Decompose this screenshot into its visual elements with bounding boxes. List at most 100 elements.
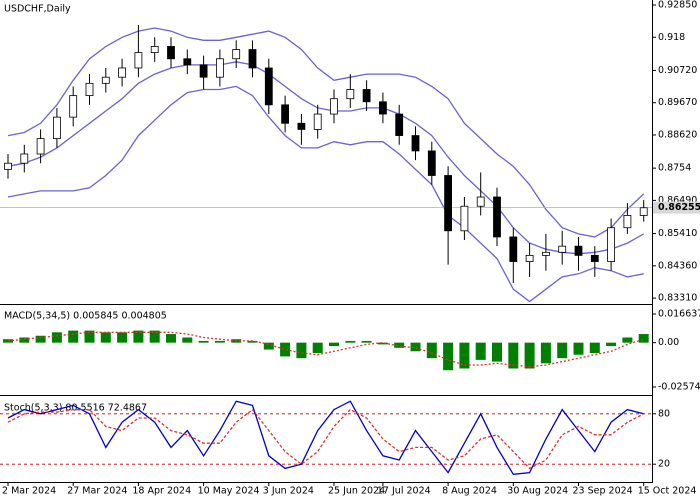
macd-bar [459, 342, 470, 369]
y-tick-label: 0.83310 [658, 293, 697, 304]
macd-bar [84, 330, 95, 343]
macd-bar [606, 342, 617, 347]
y-tick-label: 0.8754 [658, 163, 691, 174]
x-tick-label: 15 Oct 2024 [638, 486, 697, 497]
last-price-label: 0.86255 [658, 202, 700, 213]
macd-bar [35, 335, 46, 343]
candle-body [427, 150, 436, 176]
macd-bar [557, 342, 568, 359]
x-tick-label: 8 Aug 2024 [442, 486, 497, 497]
macd-bar [622, 337, 633, 343]
y-tick-label: 0.92850 [658, 0, 697, 10]
candle-body [623, 215, 632, 229]
macd-bar [182, 337, 193, 343]
candle-body [134, 52, 143, 69]
candle-body [444, 175, 453, 232]
macd-bar [377, 342, 388, 345]
candle-body [411, 135, 420, 152]
macd-bar [475, 342, 486, 360]
x-tick-label: 17 Jul 2024 [377, 486, 431, 497]
candle-body [281, 104, 290, 124]
macd-bar [394, 342, 405, 348]
macd-bar [345, 340, 356, 343]
candle-body [607, 227, 615, 262]
candle-body [248, 49, 257, 69]
y-tick-label: 0.88620 [658, 129, 697, 140]
bollinger-band [7, 27, 645, 238]
macd-bar [100, 332, 111, 343]
bollinger-band [7, 85, 644, 303]
x-tick-label: 18 Apr 2024 [132, 486, 191, 497]
y-tick-label: 0.918 [658, 32, 685, 43]
candle-body [4, 162, 12, 170]
y-tick-label: 0.016637 [658, 308, 700, 319]
macd-bar [329, 342, 339, 347]
candle-body [509, 236, 518, 262]
x-tick-label: 3 Jun 2024 [263, 486, 314, 497]
candle-body [215, 58, 224, 78]
macd-bar [312, 342, 323, 353]
candle-body [183, 58, 192, 66]
macd-bar [19, 337, 30, 343]
macd-bar [508, 342, 519, 369]
candle-body [69, 95, 78, 118]
macd-bar [540, 342, 551, 364]
macd-bar [3, 339, 13, 343]
candle-body [558, 245, 567, 253]
candle-body [574, 245, 583, 256]
candle-body [378, 101, 387, 115]
candle-body [118, 67, 126, 78]
candle-body [590, 254, 599, 262]
macd-bar [589, 342, 600, 353]
candle-body [346, 89, 355, 100]
y-tick-label: 0.89670 [658, 97, 697, 108]
x-tick-label: 30 Aug 2024 [507, 486, 568, 497]
y-tick-label: 80 [658, 408, 670, 419]
bollinger-band [7, 61, 645, 255]
macd-signal [7, 331, 644, 368]
candle-body [493, 196, 501, 238]
macd-title: MACD(5,34,5) 0.005845 0.004805 [4, 311, 167, 322]
y-tick-label: 0.90720 [658, 65, 697, 76]
macd-bar [68, 330, 79, 343]
candle-body [313, 113, 322, 130]
candle-body [639, 207, 648, 216]
candle-body [101, 76, 110, 84]
macd-bar [410, 342, 421, 352]
macd-bar [443, 342, 454, 371]
y-tick-label: 0.85410 [658, 228, 697, 239]
macd-bar [263, 342, 274, 350]
macd-bar [166, 334, 176, 343]
macd-bar [198, 340, 209, 343]
x-tick-label: 25 Jun 2024 [328, 486, 385, 497]
candle-body [542, 251, 550, 256]
macd-bar [361, 340, 372, 343]
macd-bar [524, 342, 535, 369]
candle-body [150, 46, 159, 54]
candle-body [36, 138, 45, 155]
y-tick-label: 0.00 [658, 337, 679, 348]
candle-body [297, 122, 306, 130]
macd-bar [492, 342, 502, 362]
stoch-title: Stoch(5,3,3) 80.5516 72.4867 [4, 403, 147, 414]
macd-bar [296, 342, 307, 359]
last-price-box [653, 201, 700, 214]
y-tick-label: 0.86490 [658, 195, 697, 206]
x-tick-label: 10 May 2024 [198, 486, 260, 497]
candle-body [525, 254, 534, 262]
macd-bar [149, 330, 160, 343]
candle-body [330, 98, 338, 115]
candle-body [232, 49, 241, 60]
candle-body [167, 46, 175, 60]
stoch-line [7, 408, 644, 470]
macd-bar [426, 342, 437, 359]
x-tick-label: 2 Mar 2024 [2, 486, 56, 497]
stoch-line [7, 400, 644, 475]
candle-body [53, 116, 61, 140]
macd-bar [247, 340, 258, 343]
macd-bar [117, 332, 128, 343]
macd-bar [638, 334, 649, 343]
